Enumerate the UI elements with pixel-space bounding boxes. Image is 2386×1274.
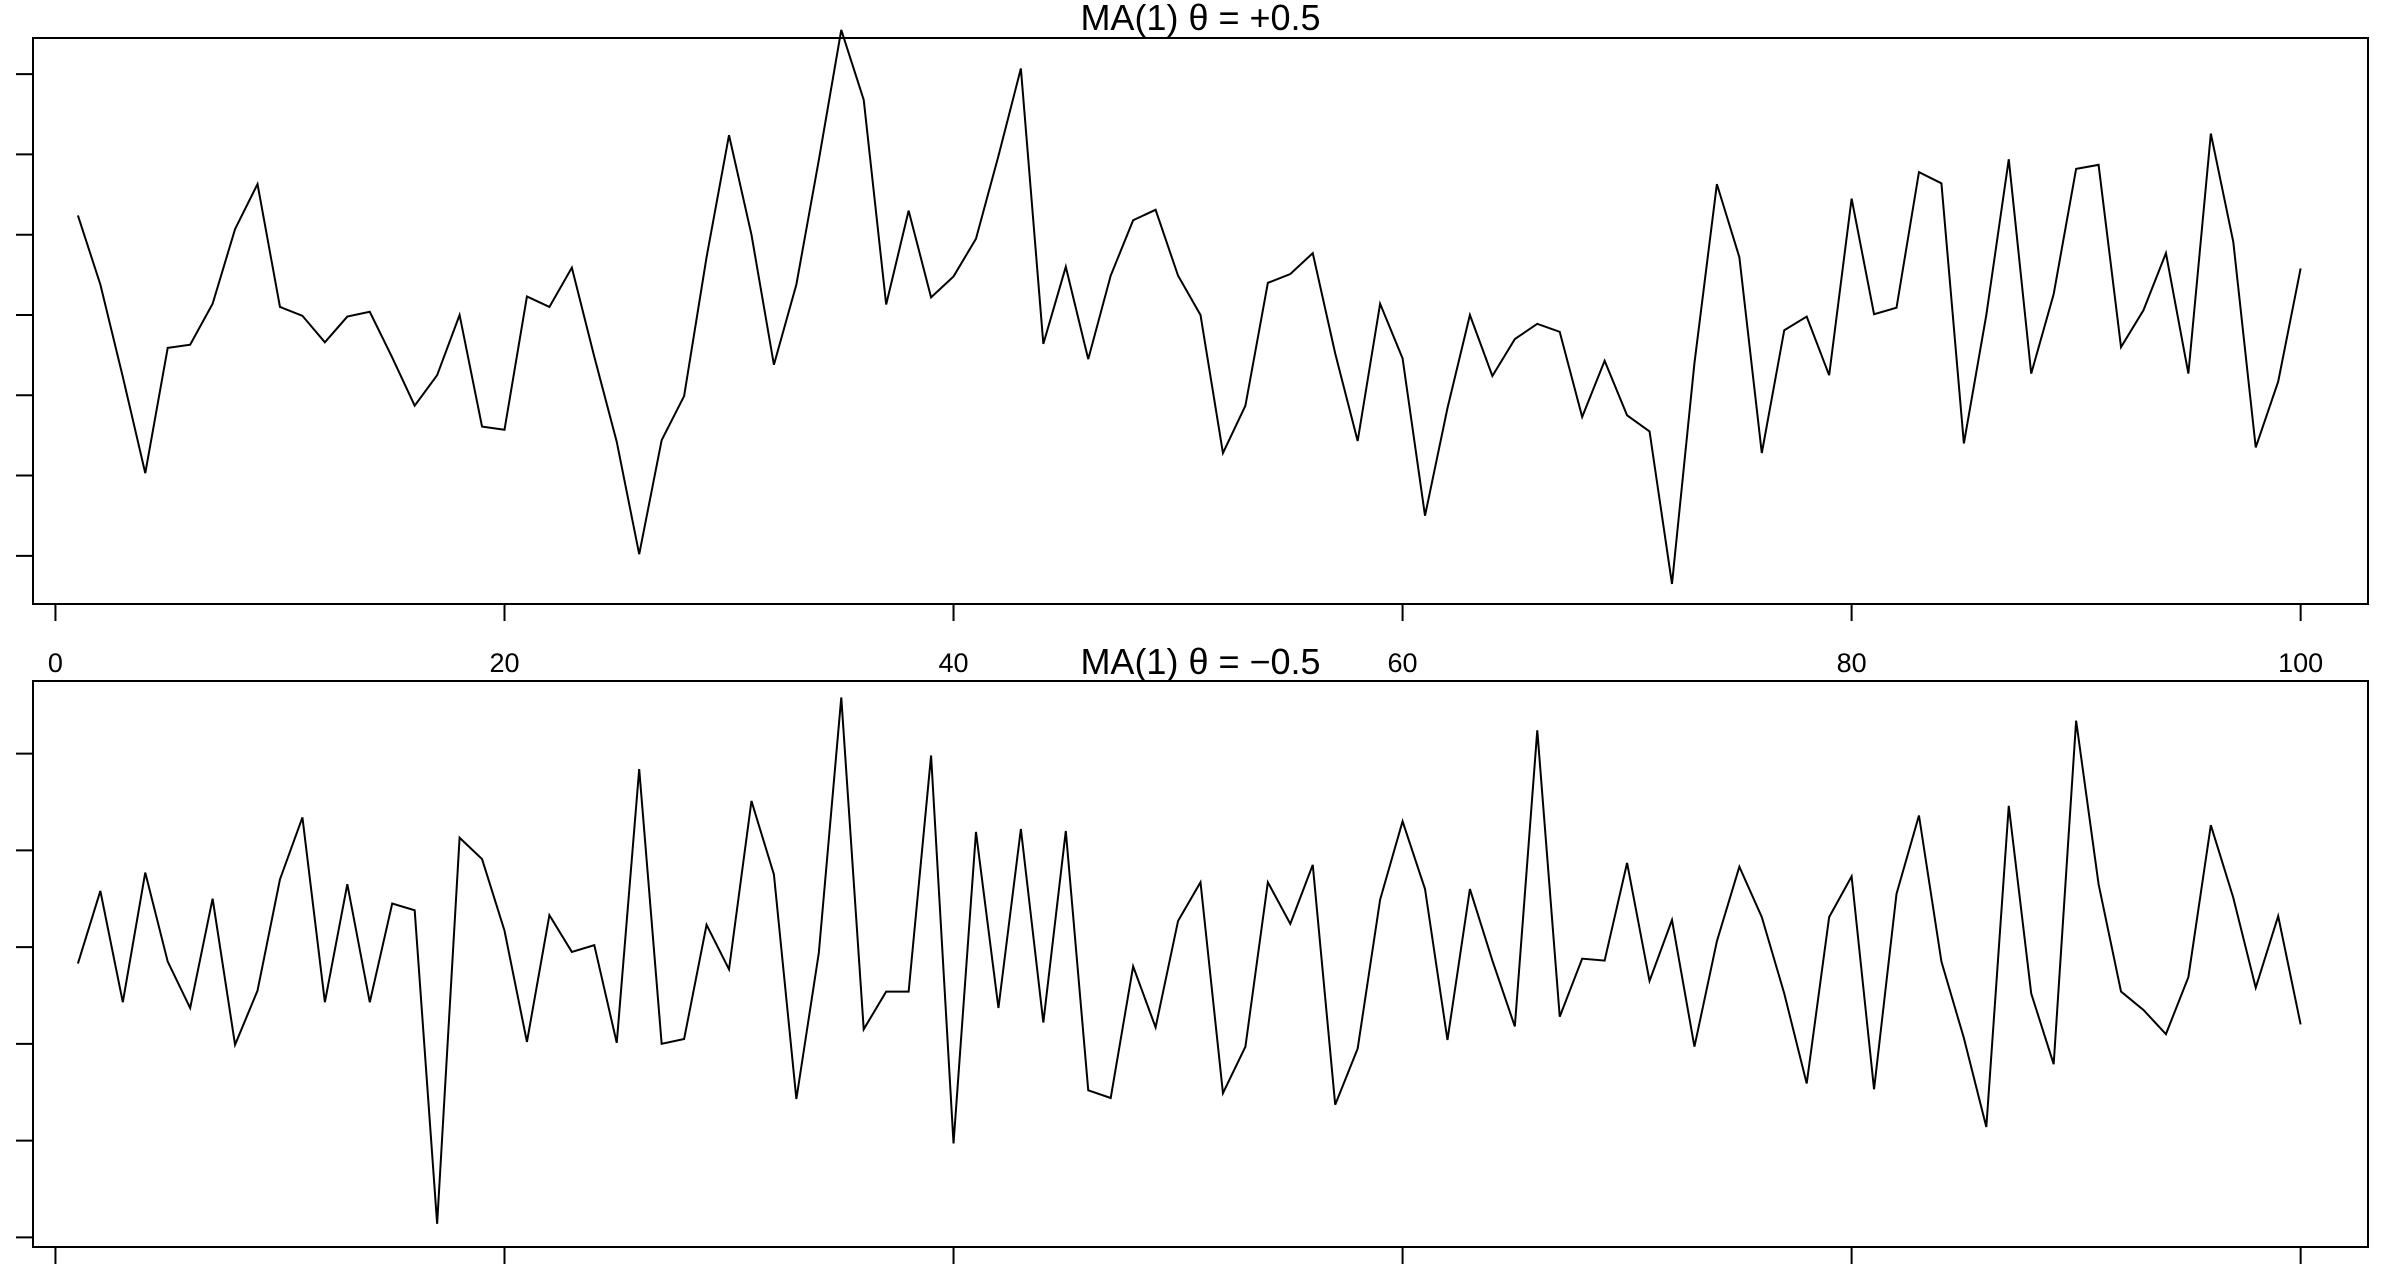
ma1-positive-theta-panel: MA(1) θ = +0.5 0 20 40 60 80 100	[16, 0, 2369, 678]
plot-frame	[32, 680, 2369, 1248]
ma1-negative-theta-panel: MA(1) θ = −0.5	[16, 641, 2369, 1264]
x-tick-label: 40	[939, 648, 969, 678]
chart-title: MA(1) θ = −0.5	[1080, 641, 1320, 682]
x-tick-label: 100	[2278, 648, 2323, 678]
x-tick-label: 80	[1837, 648, 1867, 678]
series-line	[76, 29, 2302, 585]
chart-title: MA(1) θ = +0.5	[1080, 0, 1320, 38]
x-tick-label: 0	[48, 648, 63, 678]
x-tick-label: 20	[489, 648, 519, 678]
x-tick-label: 60	[1388, 648, 1418, 678]
plot-frame	[32, 37, 2369, 605]
series-line	[76, 697, 2302, 1224]
